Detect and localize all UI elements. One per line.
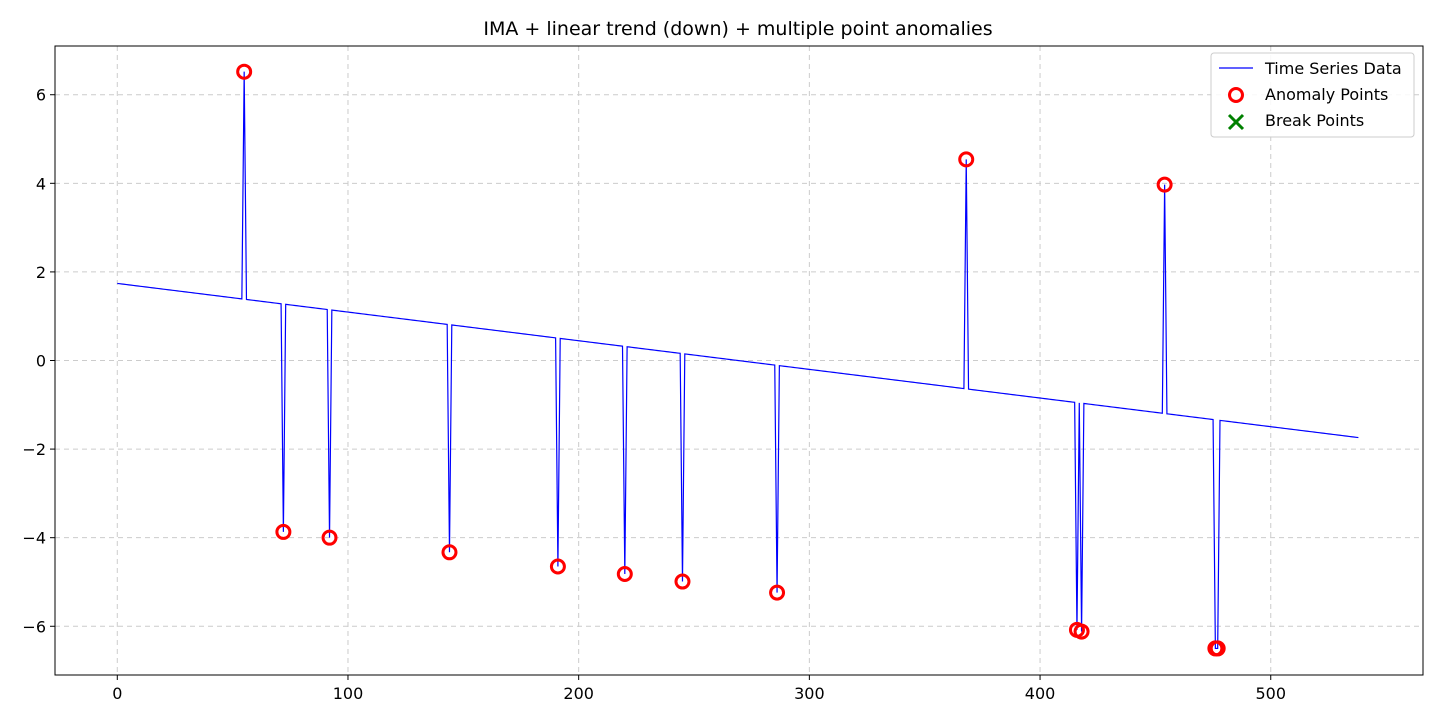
anomaly-point: [1073, 623, 1090, 640]
anomaly-point: [1156, 176, 1173, 193]
x-tick-label: 300: [794, 684, 825, 703]
anomaly-point: [769, 584, 786, 601]
y-tick-label: −6: [22, 617, 46, 636]
anomaly-point: [958, 151, 975, 168]
legend-label-anomaly: Anomaly Points: [1265, 85, 1388, 104]
y-axis: −6 −4 −2 0 2 4 6: [22, 86, 55, 636]
anomaly-point: [321, 529, 338, 546]
legend-label-break: Break Points: [1265, 111, 1364, 130]
x-tick-label: 400: [1025, 684, 1056, 703]
chart-title: IMA + linear trend (down) + multiple poi…: [483, 18, 992, 40]
time-series-line: [117, 71, 1359, 650]
anomaly-layer: [236, 63, 1226, 657]
x-axis: 0 100 200 300 400 500: [112, 675, 1286, 703]
anomaly-point: [616, 566, 633, 583]
legend-label-series: Time Series Data: [1264, 59, 1402, 78]
anomaly-point: [275, 523, 292, 540]
anomaly-point: [674, 573, 691, 590]
anomaly-point: [1209, 640, 1226, 657]
y-tick-label: 0: [36, 352, 46, 371]
x-tick-label: 500: [1255, 684, 1286, 703]
y-tick-label: −4: [22, 529, 46, 548]
anomaly-point: [236, 63, 253, 80]
legend-box: [1210, 52, 1415, 138]
y-tick-label: −2: [22, 440, 46, 459]
x-tick-label: 100: [333, 684, 364, 703]
x-tick-label: 0: [112, 684, 122, 703]
y-tick-label: 2: [36, 263, 46, 282]
y-tick-label: 4: [36, 174, 46, 193]
series-layer: [117, 71, 1359, 650]
legend: Time Series Data Anomaly Points Break Po…: [1210, 52, 1415, 138]
y-tick-label: 6: [36, 86, 46, 105]
legend-circle-marker: [1228, 87, 1244, 103]
anomaly-point: [549, 558, 566, 575]
legend-x-marker: [1227, 113, 1245, 131]
anomaly-point: [441, 544, 458, 561]
x-tick-label: 200: [563, 684, 594, 703]
